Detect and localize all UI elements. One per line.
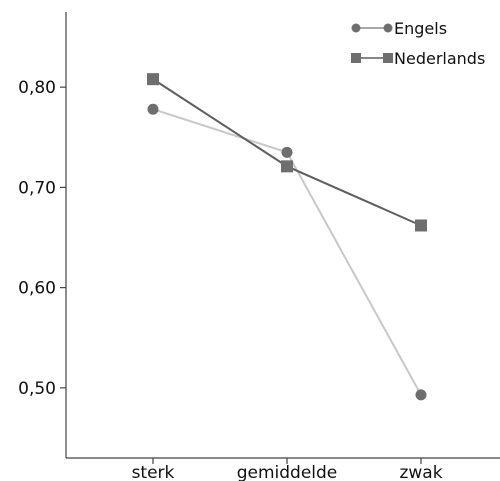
data-point-engels bbox=[281, 146, 293, 158]
legend-marker-engels bbox=[383, 23, 393, 33]
x-ticks: sterk gemiddelde zwak bbox=[132, 458, 443, 481]
legend-label-nederlands: Nederlands bbox=[394, 49, 485, 68]
series-group bbox=[147, 73, 427, 401]
x-tick-label: zwak bbox=[399, 463, 442, 481]
y-tick-label: 0,80 bbox=[18, 78, 56, 98]
y-ticks: 0,50 0,60 0,70 0,80 bbox=[18, 78, 66, 399]
legend-marker-engels bbox=[351, 23, 361, 33]
data-point-engels bbox=[147, 103, 159, 115]
data-point-engels bbox=[415, 389, 427, 401]
legend-marker-nederlands bbox=[351, 53, 361, 63]
legend: Engels Nederlands bbox=[351, 19, 485, 68]
data-point-nederlands bbox=[281, 160, 293, 173]
x-tick-label: sterk bbox=[132, 463, 175, 481]
legend-label-engels: Engels bbox=[394, 19, 447, 38]
data-point-nederlands bbox=[415, 219, 427, 232]
y-tick-label: 0,50 bbox=[18, 379, 56, 399]
data-point-nederlands bbox=[147, 73, 159, 86]
y-tick-label: 0,60 bbox=[18, 279, 56, 299]
legend-marker-nederlands bbox=[383, 53, 393, 63]
axes bbox=[65, 12, 500, 459]
y-tick-label: 0,70 bbox=[18, 178, 56, 198]
x-tick-label: gemiddelde bbox=[237, 463, 338, 481]
